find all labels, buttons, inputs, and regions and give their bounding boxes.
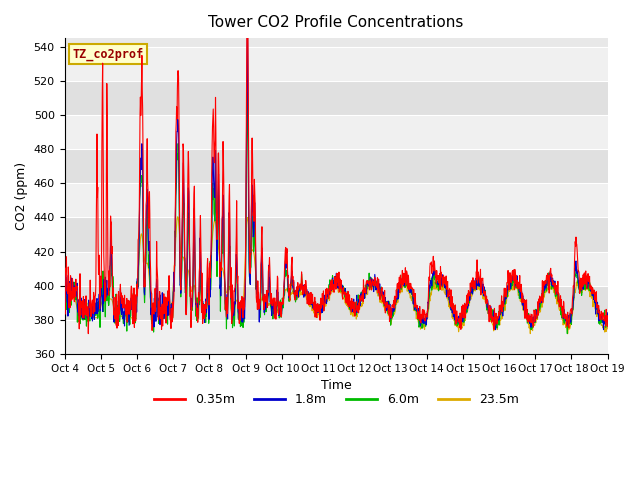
Bar [65,320,608,354]
Bar [65,252,608,286]
Bar [65,183,608,217]
Bar [65,81,608,115]
Bar [65,149,608,183]
X-axis label: Time: Time [321,379,351,393]
Bar [65,217,608,252]
Y-axis label: CO2 (ppm): CO2 (ppm) [15,162,28,230]
Text: TZ_co2prof: TZ_co2prof [73,48,144,61]
Bar [65,47,608,81]
Bar [65,286,608,320]
Bar [65,115,608,149]
Legend: 0.35m, 1.8m, 6.0m, 23.5m: 0.35m, 1.8m, 6.0m, 23.5m [148,388,524,411]
Title: Tower CO2 Profile Concentrations: Tower CO2 Profile Concentrations [209,15,464,30]
